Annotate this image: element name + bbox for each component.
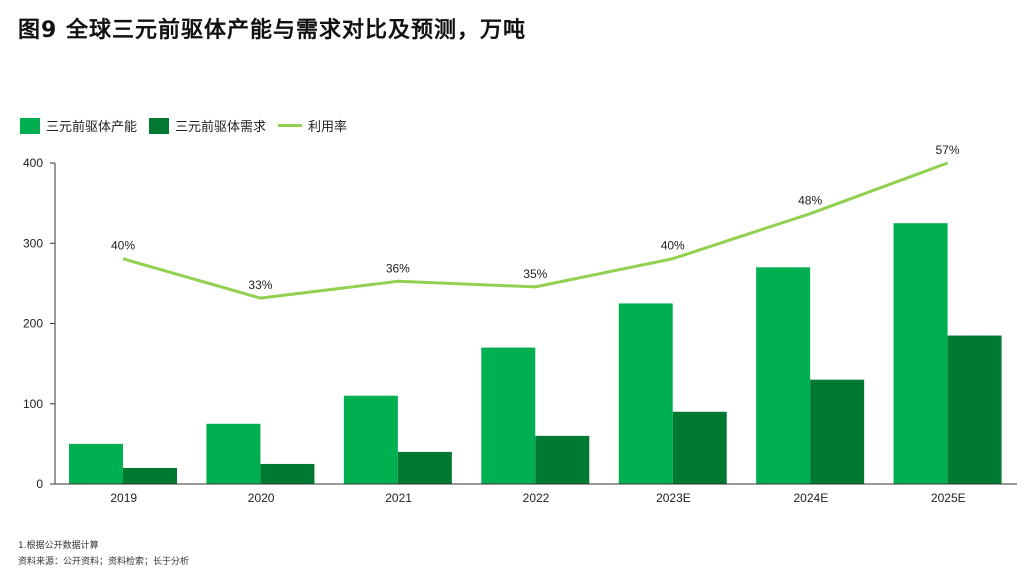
bar-demand [260,463,315,484]
legend-capacity-label: 三元前驱体产能 [46,120,138,135]
bar-demand [123,467,177,484]
legend-demand-swatch [149,117,170,134]
legend-capacity-swatch [20,117,40,134]
y-tick-label: 300 [23,236,43,250]
rate-data-label: 48% [798,194,822,208]
rate-data-label: 35% [523,267,547,281]
rate-data-label: 40% [661,239,685,253]
bar-capacity [618,303,673,484]
series-line-rate [122,161,949,300]
rate-data-label: 40% [111,239,135,253]
x-tick-label: 2020 [248,491,275,505]
y-tick-label: 400 [23,156,43,170]
y-tick-label: 0 [36,477,43,491]
x-tick-label: 2021 [385,491,412,505]
bar-capacity [893,223,948,484]
legend-demand: 三元前驱体需求 [149,116,266,135]
legend-rate-swatch [278,124,303,127]
bar-capacity [481,347,536,484]
legend-rate-label: 利用率 [308,120,348,135]
bar-demand [397,451,452,484]
bar-demand [810,379,865,484]
x-tick-label: 2023E [656,491,691,505]
bar-capacity [756,267,811,484]
bar-demand [947,335,1002,484]
bar-capacity [343,395,398,484]
footnote-note: 1.根据公开数据计算 [18,541,99,551]
legend-demand-label: 三元前驱体需求 [175,120,267,135]
x-tick-label: 2025E [931,491,966,505]
x-tick-label: 2019 [110,491,137,505]
bar-demand [535,435,590,484]
bar-capacity [206,423,261,484]
bar-capacity [69,443,123,484]
footnote-source: 资料来源：公开资料；资料检索；长于分析 [18,557,190,567]
legend-capacity: 三元前驱体产能 [20,116,137,135]
y-tick-label: 200 [23,317,43,331]
legend: 三元前驱体产能 三元前驱体需求 利用率 [20,116,359,135]
rate-data-label: 36% [386,261,410,275]
y-tick-label: 100 [23,397,43,411]
rate-data-label: 57% [936,143,960,157]
rate-data-label: 33% [248,278,272,292]
x-tick-label: 2022 [523,491,550,505]
legend-rate: 利用率 [278,116,347,135]
x-tick-label: 2024E [794,491,829,505]
chart-title: 图9 全球三元前驱体产能与需求对比及预测，万吨 [18,18,526,43]
bar-demand [672,411,727,484]
